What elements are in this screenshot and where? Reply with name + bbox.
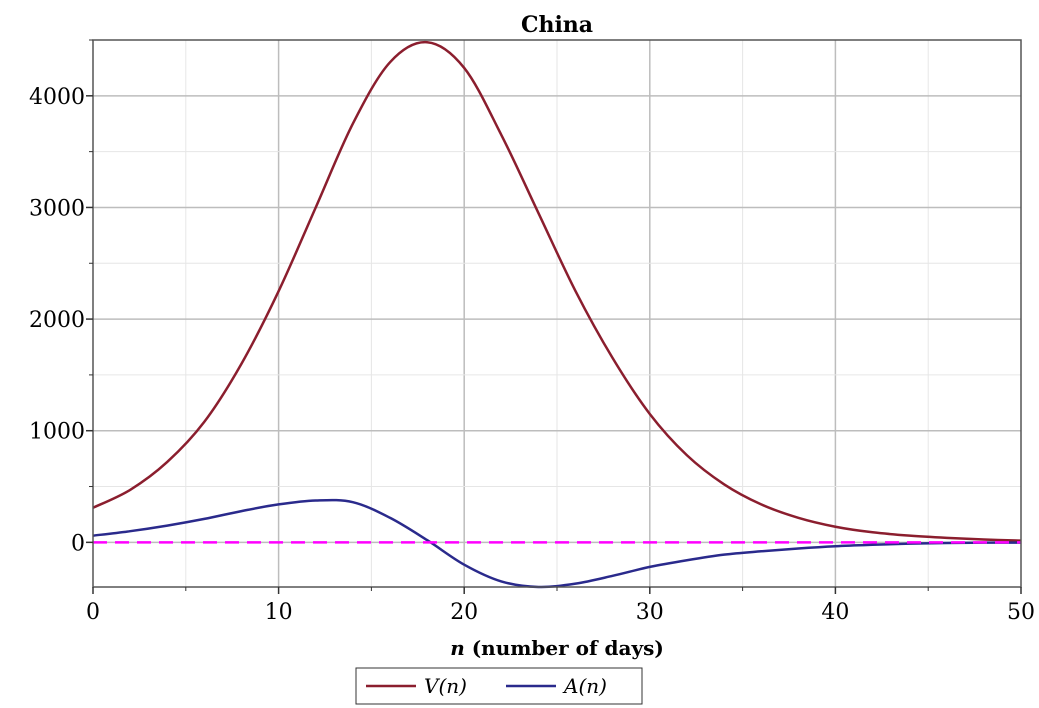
x-tick-label: 50	[1007, 600, 1035, 625]
x-tick-label: 20	[450, 600, 478, 625]
y-tick-label: 1000	[29, 420, 85, 445]
legend: V(n) A(n)	[356, 668, 642, 704]
x-tick-label: 30	[636, 600, 664, 625]
chart-title: China	[521, 12, 593, 38]
grid	[93, 40, 1021, 587]
legend-label: V(n)	[424, 674, 467, 698]
ticks: 0 10 20 30 40 50 0 1000 2000 3000 4000	[29, 40, 1035, 625]
y-tick-label: 0	[71, 531, 85, 556]
x-tick-label: 0	[86, 600, 100, 625]
legend-label: A(n)	[562, 674, 607, 698]
x-axis-label-text: (number of days)	[472, 636, 664, 660]
x-tick-label: 40	[821, 600, 849, 625]
y-tick-label: 2000	[29, 308, 85, 333]
x-axis-label-variable: n	[450, 636, 465, 660]
y-tick-label: 4000	[29, 85, 85, 110]
x-tick-label: 10	[265, 600, 293, 625]
x-axis-label: n (number of days)	[450, 636, 664, 660]
y-tick-label: 3000	[29, 196, 85, 221]
